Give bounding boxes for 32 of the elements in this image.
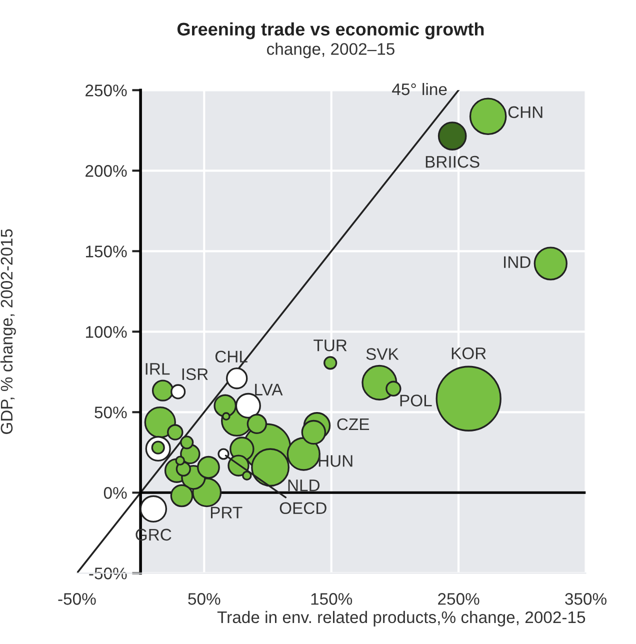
annotation: OECD	[280, 502, 326, 514]
annotation: LVA	[255, 384, 283, 396]
chart-subtitle: change, 2002–15	[267, 42, 394, 58]
annotation: SVK	[366, 348, 399, 360]
x-tick-label: 150%	[311, 593, 352, 605]
annotation: IND	[504, 256, 530, 268]
y-tick-label: 200%	[86, 165, 127, 177]
annotation: BRIICS	[426, 156, 480, 168]
annotation: CHN	[508, 106, 542, 118]
y-tick-label: 0%	[104, 487, 127, 499]
annotation: KOR	[452, 347, 486, 360]
annotation: POL	[400, 394, 432, 406]
x-tick-label: -50%	[58, 593, 96, 605]
annotation: HUN	[318, 455, 352, 467]
x-tick-label: 350%	[565, 593, 606, 605]
y-tick-label: 100%	[86, 326, 127, 338]
y-tick-label: 250%	[86, 84, 127, 96]
x-tick-label: 50%	[188, 593, 220, 605]
y-axis-title: GDP, % change, 2002-2015	[0, 229, 16, 434]
x-axis-title: Trade in env. related products,% change, 2002-15	[217, 610, 586, 626]
annotation: CHL	[215, 350, 248, 363]
y-tick-label: 50%	[94, 406, 127, 418]
annotation: NLD	[288, 480, 320, 492]
annotation: ISR	[182, 368, 208, 380]
y-tick-label: 150%	[86, 246, 127, 258]
chart-title: Greening trade vs economic growth	[177, 22, 484, 40]
x-tick-label: 250%	[438, 593, 480, 605]
annotation: 45° line	[392, 82, 447, 96]
annotation: PRT	[210, 506, 242, 518]
annotation: CZE	[337, 418, 370, 430]
annotation: IRL	[146, 363, 170, 375]
annotation: TUR	[314, 340, 347, 352]
